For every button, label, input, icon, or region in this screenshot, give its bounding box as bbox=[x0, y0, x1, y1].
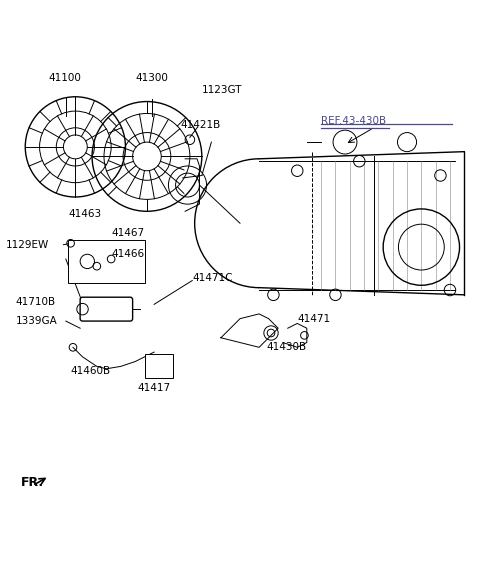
FancyBboxPatch shape bbox=[80, 297, 132, 321]
Text: 41460B: 41460B bbox=[71, 366, 111, 376]
Text: 41466: 41466 bbox=[111, 249, 144, 259]
Text: 41421B: 41421B bbox=[180, 121, 221, 130]
Text: 41710B: 41710B bbox=[16, 297, 56, 307]
Text: FR.: FR. bbox=[21, 476, 44, 489]
Text: REF.43-430B: REF.43-430B bbox=[321, 116, 386, 126]
Text: 41471C: 41471C bbox=[192, 273, 233, 283]
Text: 41471: 41471 bbox=[297, 314, 330, 324]
Text: 1129EW: 1129EW bbox=[6, 240, 49, 250]
Text: 41417: 41417 bbox=[137, 383, 170, 393]
Polygon shape bbox=[185, 159, 199, 211]
Text: 1123GT: 1123GT bbox=[202, 85, 242, 95]
Text: 41463: 41463 bbox=[68, 209, 101, 219]
Text: 41300: 41300 bbox=[135, 73, 168, 82]
Text: 1339GA: 1339GA bbox=[16, 316, 58, 326]
Text: 41430B: 41430B bbox=[266, 342, 306, 352]
Text: 41467: 41467 bbox=[111, 228, 144, 238]
Bar bbox=[68, 240, 144, 283]
Bar bbox=[144, 355, 173, 378]
Text: 41100: 41100 bbox=[48, 73, 81, 82]
